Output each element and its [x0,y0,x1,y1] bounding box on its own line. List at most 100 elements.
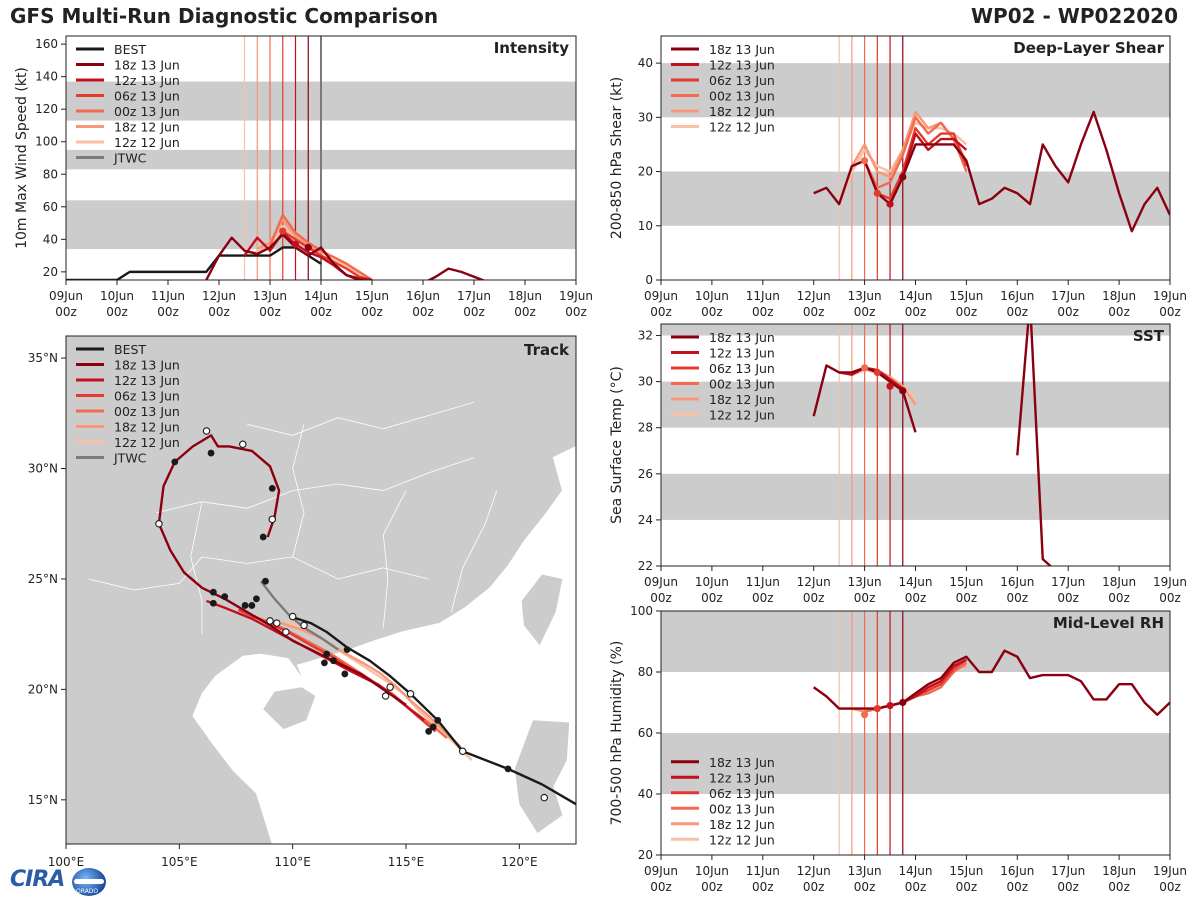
x-tick-label: 00z [259,305,281,319]
x-tick-label: 11Jun [151,289,185,303]
x-tick-label: 00z [1007,880,1029,894]
figure-title: GFS Multi-Run Diagnostic Comparison [10,4,439,28]
x-tick-label: 15Jun [355,289,389,303]
legend-label: 12z 12 Jun [709,120,775,135]
legend-label: BEST [114,342,146,357]
legend-label: 06z 13 Jun [114,389,180,404]
x-tick-label: 11Jun [746,575,780,589]
track-point-filled [171,458,179,466]
x-tick-label: 12Jun [797,289,831,303]
legend-label: 00z 13 Jun [709,89,775,104]
init-marker [886,701,894,710]
init-marker [873,368,881,376]
init-marker [886,382,894,390]
sst-title: SST [1133,327,1165,345]
series-line [1016,324,1053,566]
x-tick-label: 09Jun [49,289,83,303]
x-tick-label: 00z [701,880,723,894]
track-point-filled [434,716,442,724]
track-point-open [406,690,415,698]
x-tick-label: 18Jun [508,289,542,303]
x-tick-label: 00z [752,305,774,319]
sst-ylabel: Sea Surface Temp (°C) [609,366,625,524]
intensity-title: Intensity [494,39,570,57]
x-tick-label: 00z [803,591,825,605]
cira-logo-tagline: COLORADO STATE [64,888,99,902]
x-tick-label: 14Jun [898,575,932,589]
land-taiwan [521,574,563,646]
shear-title: Deep-Layer Shear [1013,39,1164,57]
x-tick-label: 19Jun [1153,864,1187,878]
y-tick-label: 30 [638,375,653,389]
x-tick-label: 10Jun [695,289,729,303]
init-marker [873,705,881,713]
x-tick-label: 00z [55,305,77,319]
y-tick-label: 28 [638,421,653,435]
track-title: Track [524,341,570,359]
series-line [205,233,486,280]
legend-label: 18z 12 Jun [709,392,775,407]
rh-plot-area [661,611,1170,855]
x-tick-label: 19Jun [1153,575,1187,589]
track-point-filled [330,657,337,665]
x-tick-label: 12Jun [797,864,831,878]
init-marker [279,227,287,235]
x-tick-label: 00z [1108,880,1130,894]
x-tick-label: 00z [650,591,672,605]
x-tick-label: 09Jun [644,289,678,303]
track-point-filled [209,588,217,596]
y-tick-label: 26 [638,467,653,481]
track-point-open [239,440,247,448]
y-tick-label: 140 [35,70,58,84]
legend-label: 12z 13 Jun [709,770,775,785]
legend-label: 06z 13 Jun [709,73,775,88]
y-tick-label: 20 [638,848,653,862]
x-tick-label: 00z [1159,591,1181,605]
track-point-filled [425,727,433,735]
shaded-band [661,171,1170,226]
track-line [290,615,576,806]
x-tick-label: 13Jun [253,289,287,303]
legend-label: 18z 12 Jun [114,120,180,135]
legend-label: 00z 13 Jun [709,801,775,816]
init-marker [861,711,869,719]
x-tick-label: 14Jun [898,864,932,878]
x-tick-label: 00z [854,591,876,605]
x-tick-label: 00z [701,305,723,319]
x-tick-label: 00z [1159,305,1181,319]
x-tick-label: 00z [1057,305,1079,319]
y-tick-label: 60 [43,200,58,214]
province-boundary [156,457,475,514]
x-tick-label: 00z [1057,591,1079,605]
track-frame [65,335,577,845]
y-tick-label: 40 [638,787,653,801]
shaded-band [661,733,1170,794]
track-point-filled [429,723,437,731]
y-tick-label: 20 [638,165,653,179]
series-line [876,126,968,200]
y-tick-label: 22 [638,559,653,573]
track-point-open [266,617,274,625]
x-tick-label: 17Jun [1051,575,1085,589]
land-luzon [514,720,570,833]
y-tick-label: 40 [43,232,58,246]
track-point-filled [321,659,328,667]
track-point-filled [253,595,260,603]
x-tick-label: 11Jun [746,864,780,878]
y-tick-label: 24 [638,513,653,527]
x-tick-label: 13Jun [848,864,882,878]
track-point-open [273,619,281,627]
x-tick-label: 00z [956,591,978,605]
shaded-band [661,324,1170,336]
x-tick-label: 15Jun [949,289,983,303]
lon-tick-label: 100°E [48,855,85,869]
series-line [268,213,373,280]
track-point-filled [323,650,331,658]
intensity-plot-area [66,36,576,280]
x-tick-label: 00z [905,591,927,605]
